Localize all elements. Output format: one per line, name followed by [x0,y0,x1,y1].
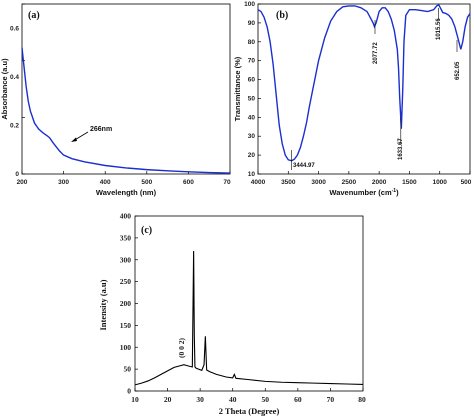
panel-b-y-tick-label: 30 [248,133,256,140]
panel-a-x-tick-label: 200 [17,179,28,186]
panel-c-x-tick-label: 70 [327,395,335,404]
panel-c-y-axis-title: Intensity (a.u) [98,279,108,330]
panel-b-peak-label: 1633.67 [398,138,404,160]
panel-c-y-tick-label: 150 [120,321,132,330]
panel-b-peak-label: 652.05 [455,61,461,80]
panel-b-x-tick-label: 500 [461,179,472,186]
panel-c-x-axis-title: 2 Theta (Degree) [219,406,280,416]
panel-c-y-tick-label: 300 [120,255,132,264]
panel-c-y-tick-label: 50 [124,365,132,374]
panel-a-uv-vis-chart: 200 300 400 500 600 70 0 0.2 0.4 0.6 Wav… [0,3,231,197]
panel-b-y-tick-label: 100 [244,1,255,8]
panel-c-y-tick-label: 400 [120,212,132,221]
panel-b-plot-frame [257,3,471,175]
panel-a-x-tick-label: 500 [141,179,152,186]
panel-c-label: (c) [141,225,152,236]
panel-c-plane-annotation: (0 0 2) [177,338,186,358]
panel-b-y-axis-title: Transmittance (%) [233,56,242,121]
panel-c-x-tick-label: 50 [262,395,270,404]
panel-b-y-tick-label: 40 [248,114,256,121]
panel-b-x-axis-title: Wavenumber (cm-1) [329,188,399,197]
panel-a-plot-frame [21,3,231,175]
panel-c-x-tick-marks [134,388,364,391]
panel-c-xrd-chart: 10 20 30 40 50 60 70 80 0 50 100 150 200… [98,212,366,417]
panel-a-x-axis-title: Wavelength (nm) [96,188,157,197]
panel-c-x-tick-label: 20 [164,395,172,404]
panel-c-x-tick-label: 10 [131,395,139,404]
panel-a-absorbance-line [21,47,231,174]
panel-b-peak-label: 2077.72 [373,42,379,64]
panel-b-y-tick-label: 10 [248,171,256,178]
panel-c-y-tick-label: 200 [120,299,132,308]
panel-b-x-tick-label: 1000 [432,179,447,186]
panel-c-plot-frame [134,215,364,392]
panel-b-x-tick-label: 2500 [342,179,357,186]
panel-a-x-tick-label: 600 [183,179,194,186]
panel-b-y-tick-label: 80 [248,39,256,46]
panel-c-x-tick-label: 40 [229,395,237,404]
panel-c-y-tick-label: 350 [120,233,132,242]
panel-a-y-tick-label: 0 [15,171,19,178]
panel-c-y-tick-label: 250 [120,277,132,286]
panel-b-x-tick-label: 2000 [372,179,387,186]
panel-a-y-tick-label: 0.4 [10,74,19,81]
panel-a-arrowhead [71,137,77,142]
panel-c-x-tick-label: 80 [358,395,366,404]
panel-b-y-tick-label: 90 [248,20,256,27]
panel-b-y-tick-marks [258,3,261,175]
panel-a-y-axis-title: Absorbance (a.u) [0,58,9,120]
panel-b-y-tick-label: 20 [248,152,256,159]
panel-b-x-tick-label: 3000 [311,179,326,186]
panel-b-x-tick-marks [257,171,471,174]
panel-c-y-tick-label: 100 [120,343,132,352]
panel-b-peak-label: 3444.97 [293,163,315,169]
panel-a-x-tick-label: 70 [223,179,231,186]
panel-b-label: (b) [276,10,288,21]
panel-b-y-tick-label: 70 [248,58,256,65]
panel-a-y-tick-marks [22,3,25,175]
panel-b-x-tick-label: 3500 [281,179,296,186]
panel-c-x-tick-label: 60 [294,395,302,404]
panel-b-transmittance-line [257,4,471,162]
panel-b-y-tick-label: 60 [248,77,256,84]
panel-a-y-tick-label: 0.6 [10,25,19,32]
panel-c-y-tick-label: 0 [127,387,131,396]
panel-c-y-tick-marks [135,215,138,392]
panel-a-peak-annotation: 266nm [90,126,112,133]
panel-b-ftir-chart: 4000 3500 3000 2500 2000 1500 1000 500 1… [233,1,472,197]
panel-b-y-tick-label: 50 [248,95,256,102]
panel-a-x-tick-label: 300 [58,179,69,186]
panel-a-x-tick-label: 400 [100,179,111,186]
panel-b-x-tick-label: 4000 [251,179,266,186]
panel-a-y-tick-label: 0.2 [10,122,19,129]
panel-b-peak-label: 1015.56 [436,18,442,40]
panel-c-intensity-line [134,250,364,386]
panel-c-x-tick-label: 30 [196,395,204,404]
panel-b-x-tick-label: 1500 [402,179,417,186]
panel-a-label: (a) [28,10,40,21]
